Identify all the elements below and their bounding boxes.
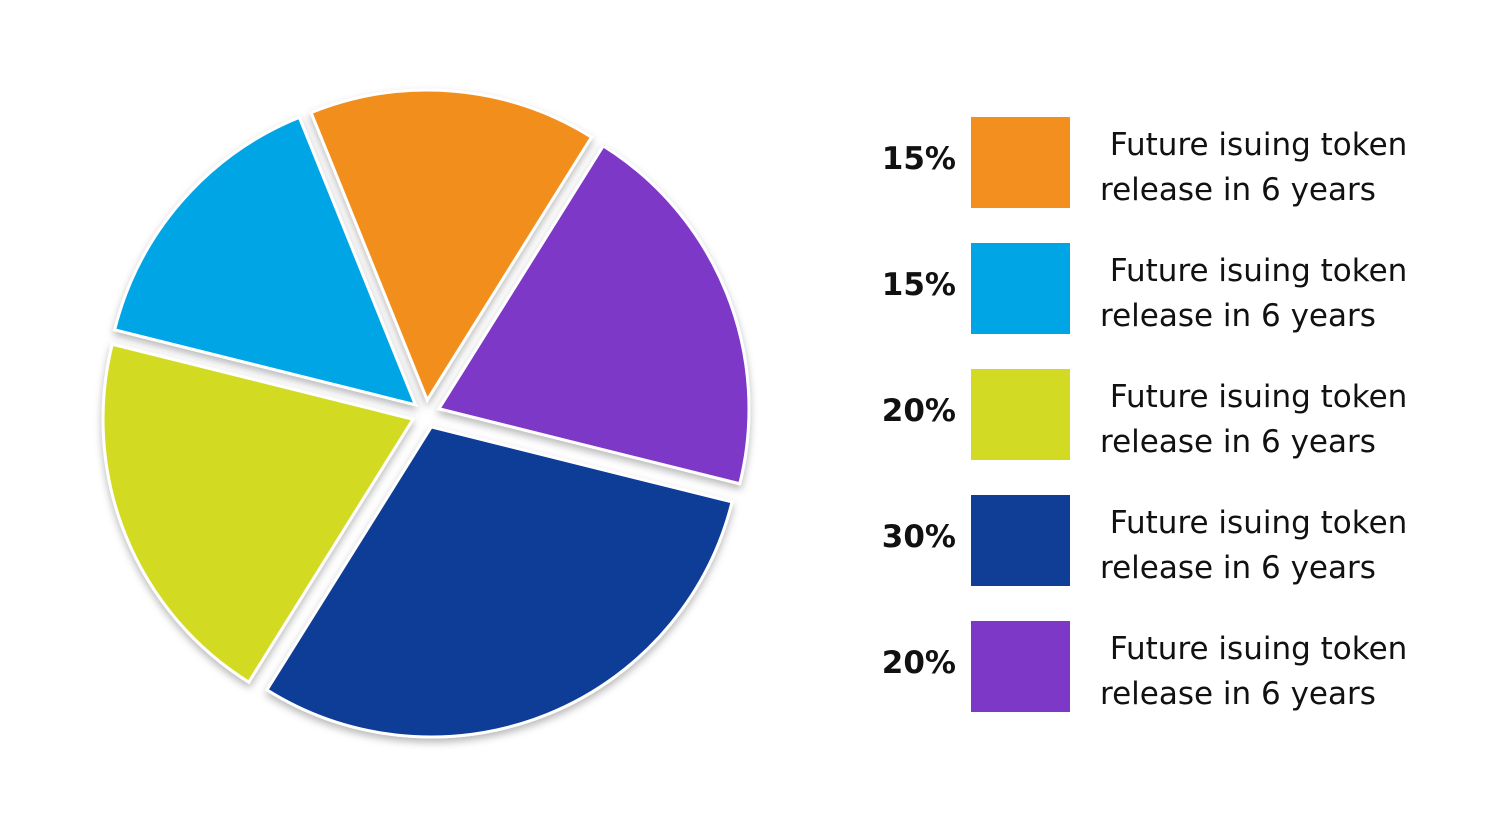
pie-slice-2 [112, 115, 418, 407]
legend-item-5: 20% Future isuing token release in 6 yea… [850, 621, 1480, 713]
pie-slice-1 [309, 88, 594, 404]
legend-label: Future isuing token release in 6 years [1100, 631, 1408, 712]
legend-item-4: 30% Future isuing token release in 6 yea… [850, 495, 1480, 587]
legend-label: Future isuing token release in 6 years [1100, 505, 1408, 586]
legend-swatch [971, 495, 1070, 586]
pie-slice-5 [436, 143, 751, 486]
legend-percent: 20% [881, 393, 956, 429]
legend-percent: 15% [881, 267, 956, 303]
legend-swatch [971, 117, 1070, 208]
legend-item-1: 15% Future isuing token release in 6 yea… [850, 117, 1480, 209]
legend-swatch [971, 369, 1070, 460]
legend-percent: 15% [881, 141, 956, 177]
pie-slice-4 [264, 425, 734, 739]
legend-label: Future isuing token release in 6 years [1100, 379, 1408, 460]
legend-swatch [971, 243, 1070, 334]
legend-percent: 20% [881, 645, 956, 681]
pie-slice-3 [101, 342, 416, 685]
legend-percent: 30% [881, 519, 956, 555]
legend-label: Future isuing token release in 6 years [1100, 127, 1408, 208]
legend-swatch [971, 621, 1070, 712]
legend-item-2: 15% Future isuing token release in 6 yea… [850, 243, 1480, 335]
legend-item-3: 20% Future isuing token release in 6 yea… [850, 369, 1480, 461]
legend-label: Future isuing token release in 6 years [1100, 253, 1408, 334]
